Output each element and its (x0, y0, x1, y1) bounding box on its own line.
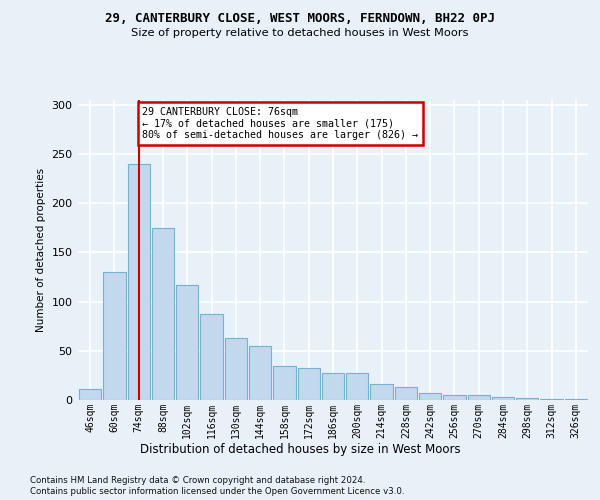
Bar (492, 397, 514, 400)
Bar (298, 368, 320, 400)
Bar (395, 387, 417, 400)
Bar (370, 384, 393, 400)
Text: Contains public sector information licensed under the Open Government Licence v3: Contains public sector information licen… (30, 487, 404, 496)
Bar (128, 164, 150, 400)
Bar (346, 374, 368, 400)
Bar (224, 338, 247, 400)
Text: Size of property relative to detached houses in West Moors: Size of property relative to detached ho… (131, 28, 469, 38)
Bar (103, 272, 125, 400)
Bar (322, 374, 344, 400)
Bar (249, 346, 271, 400)
Text: 29, CANTERBURY CLOSE, WEST MOORS, FERNDOWN, BH22 0PJ: 29, CANTERBURY CLOSE, WEST MOORS, FERNDO… (105, 12, 495, 26)
Bar (176, 285, 199, 400)
Bar (541, 399, 563, 400)
Bar (152, 228, 174, 400)
Bar (79, 389, 101, 400)
Y-axis label: Number of detached properties: Number of detached properties (36, 168, 46, 332)
Bar (419, 393, 442, 400)
Text: 29 CANTERBURY CLOSE: 76sqm
← 17% of detached houses are smaller (175)
80% of sem: 29 CANTERBURY CLOSE: 76sqm ← 17% of deta… (142, 107, 418, 140)
Bar (516, 398, 538, 400)
Text: Distribution of detached houses by size in West Moors: Distribution of detached houses by size … (140, 442, 460, 456)
Bar (200, 314, 223, 400)
Bar (467, 395, 490, 400)
Bar (443, 395, 466, 400)
Bar (273, 366, 296, 400)
Text: Contains HM Land Registry data © Crown copyright and database right 2024.: Contains HM Land Registry data © Crown c… (30, 476, 365, 485)
Bar (565, 399, 587, 400)
